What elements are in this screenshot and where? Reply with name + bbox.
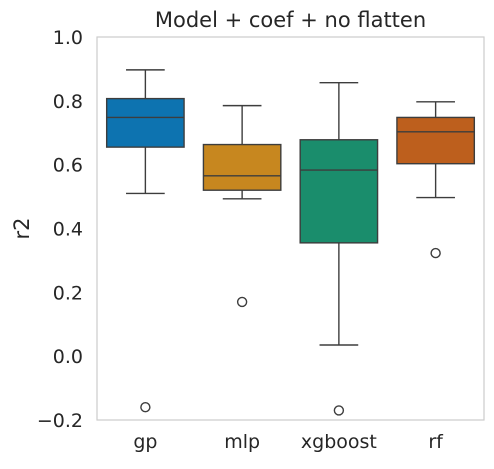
y-tick-label: 0.2 <box>53 282 83 304</box>
x-tick-label: gp <box>133 431 157 453</box>
chart-title: Model + coef + no flatten <box>155 8 426 32</box>
y-axis-label: r2 <box>10 218 34 240</box>
outlier-point <box>430 247 441 259</box>
y-tick-label: 0.8 <box>53 91 83 113</box>
box-mlp <box>202 143 282 191</box>
y-tick-label: −0.2 <box>37 410 83 432</box>
x-tick-label: xgboost <box>301 431 377 453</box>
x-tick-label: rf <box>428 431 444 453</box>
outlier-point <box>140 402 151 413</box>
plot-frame <box>96 36 485 421</box>
box-group-rf <box>396 101 476 259</box>
y-tick-label: 1.0 <box>53 27 83 49</box>
box-group-xgboost <box>299 81 379 416</box>
box-gp <box>105 97 185 148</box>
box-rf <box>396 116 476 165</box>
y-tick-label: 0.6 <box>53 155 83 177</box>
x-tick-label: mlp <box>224 431 260 453</box>
outlier-point <box>236 296 248 308</box>
y-tick-label: 0.0 <box>53 346 83 368</box>
y-axis: −0.2 0.0 0.2 0.4 0.6 0.8 1.0 <box>37 27 83 432</box>
box-group-mlp <box>202 104 282 308</box>
box-xgboost <box>299 139 379 244</box>
y-tick-label: 0.4 <box>53 219 83 241</box>
boxes <box>105 69 476 416</box>
box-group-gp <box>105 69 185 413</box>
outlier-point <box>333 405 345 416</box>
x-axis: gp mlp xgboost rf <box>133 431 444 453</box>
